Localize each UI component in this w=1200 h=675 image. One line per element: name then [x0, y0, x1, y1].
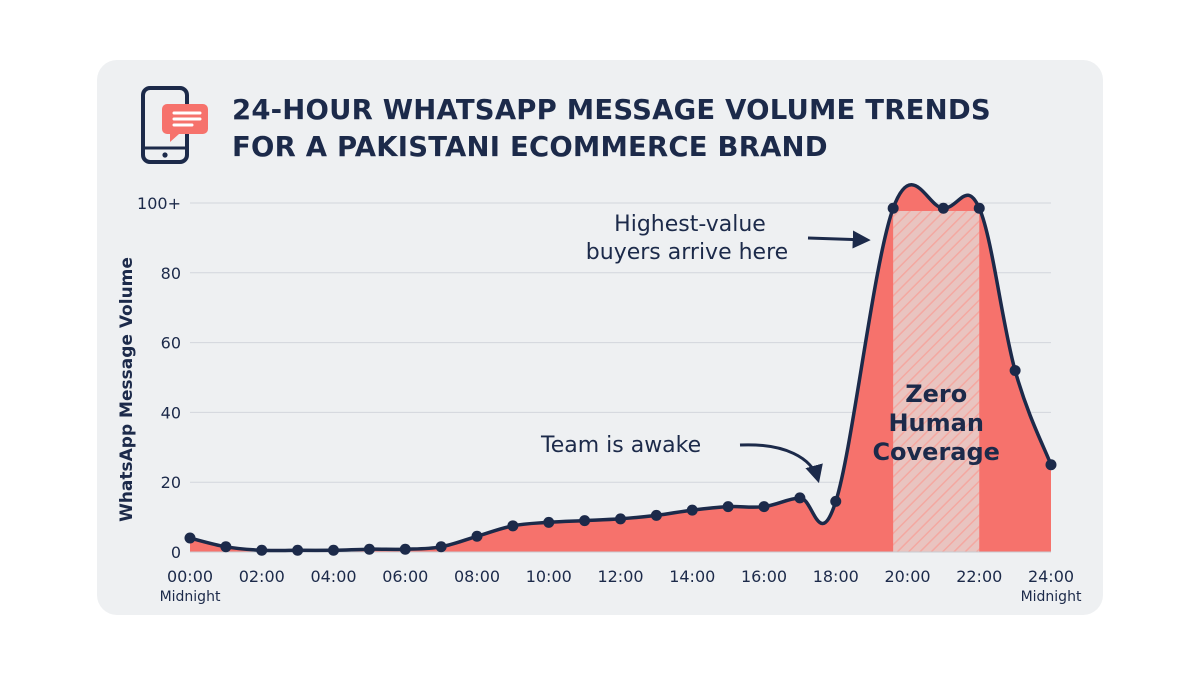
chart-title-line-1: 24-HOUR WHATSAPP MESSAGE VOLUME TRENDS: [232, 94, 991, 126]
data-point: [435, 541, 447, 553]
y-tick-label: 40: [161, 403, 181, 422]
data-point: [579, 515, 591, 527]
data-point: [220, 541, 232, 553]
x-tick-label: 14:00: [669, 567, 715, 586]
data-point: [722, 501, 734, 513]
data-point: [830, 495, 842, 507]
zero-coverage-band: [893, 211, 980, 552]
y-tick-label: 80: [161, 264, 181, 283]
data-point: [543, 516, 555, 528]
data-point: [256, 544, 268, 556]
annotation-highest-value-line-1: Highest-value: [614, 212, 766, 237]
data-point: [794, 492, 806, 504]
annotation-arrow-highest-value: [807, 230, 871, 249]
data-point: [887, 202, 899, 214]
x-tick-label: 18:00: [813, 567, 859, 586]
y-axis-label: WhatsApp Message Volume: [117, 257, 137, 522]
data-point: [758, 501, 770, 513]
y-tick-label: 60: [161, 334, 181, 353]
x-tick-label: 22:00: [956, 567, 1002, 586]
x-tick-label: 16:00: [741, 567, 787, 586]
data-point: [328, 544, 339, 556]
data-point: [184, 532, 196, 544]
phone-chat-icon: [140, 86, 212, 166]
x-tick-label: 08:00: [454, 567, 500, 586]
data-point: [650, 509, 662, 521]
x-tick-label: 10:00: [526, 567, 572, 586]
x-tick-sublabel: Midnight: [160, 589, 221, 605]
data-point: [363, 543, 375, 555]
data-point: [686, 504, 698, 516]
x-tick-sublabel: Midnight: [1021, 589, 1082, 605]
zero-coverage-label: Human: [888, 409, 983, 437]
x-tick-label: 12:00: [597, 567, 643, 586]
chart-title: 24-HOUR WHATSAPP MESSAGE VOLUME TRENDS F…: [232, 92, 991, 166]
x-tick-label: 24:00: [1028, 567, 1074, 586]
y-tick-label: 0: [171, 543, 181, 562]
data-point: [937, 202, 949, 214]
chart-title-line-2: FOR A PAKISTANI ECOMMERCE BRAND: [232, 131, 828, 163]
data-point: [1045, 459, 1057, 471]
x-tick-label: 00:00: [167, 567, 213, 586]
y-tick-label: 20: [161, 473, 181, 492]
data-point: [973, 202, 985, 214]
annotation-arrow-team-awake: [739, 443, 823, 484]
y-tick-label: 100+: [137, 194, 181, 213]
annotation-team-awake: Team is awake: [540, 433, 701, 458]
x-tick-label: 20:00: [884, 567, 930, 586]
zero-coverage-label: Zero: [905, 380, 967, 408]
zero-coverage-label: Coverage: [872, 438, 1000, 466]
annotation-highest-value-line-2: buyers arrive here: [586, 240, 788, 265]
data-point: [507, 520, 519, 532]
x-tick-label: 02:00: [239, 567, 285, 586]
data-point: [471, 530, 483, 542]
data-point: [399, 543, 411, 555]
data-point: [1009, 365, 1021, 377]
x-tick-label: 04:00: [310, 567, 356, 586]
x-tick-label: 06:00: [382, 567, 428, 586]
data-point: [615, 513, 626, 525]
data-point: [292, 544, 304, 556]
